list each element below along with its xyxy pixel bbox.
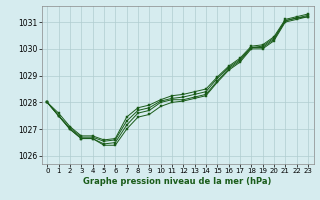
X-axis label: Graphe pression niveau de la mer (hPa): Graphe pression niveau de la mer (hPa) — [84, 177, 272, 186]
